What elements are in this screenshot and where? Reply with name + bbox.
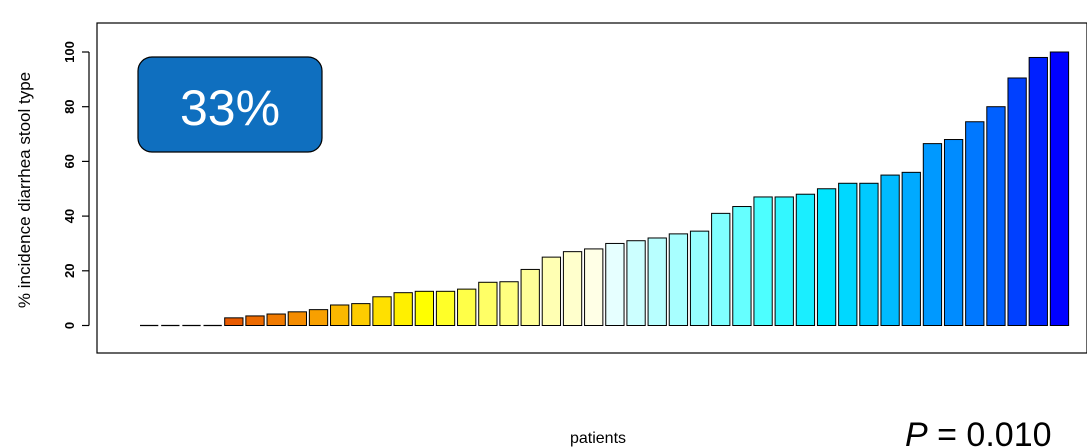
bar [668,233,689,326]
p-value: P = 0.010 [905,416,1052,448]
bar [689,230,710,326]
bar [647,237,667,326]
bar [351,303,371,326]
y-tick-label: 80 [62,99,77,113]
bar [901,171,921,326]
bar [562,251,583,326]
plot-frame [96,22,1087,354]
y-tick-label: 40 [62,209,77,223]
bar [224,317,244,327]
y-tick-label: 60 [62,154,77,168]
bar [584,248,604,326]
bars [140,51,1070,327]
p-number: = 0.010 [928,416,1052,448]
bar [838,182,858,326]
bar [986,106,1006,326]
bar [330,304,350,326]
bar [393,292,413,326]
bar [732,206,752,326]
bar [605,242,625,326]
bar [541,256,562,326]
bar [816,188,837,326]
bar [626,240,646,326]
y-tick-label: 100 [62,41,77,63]
bar [308,309,329,326]
bar [774,196,794,326]
bar [711,212,731,327]
bar [1007,77,1027,326]
bar [520,268,540,326]
percentage-badge: 33% [137,56,323,153]
y-tick-label: 0 [62,322,77,329]
bar [922,143,943,326]
bar [287,311,307,327]
bar [499,281,519,326]
bar [372,296,392,327]
bar [478,281,498,326]
bar [880,174,900,326]
x-axis-label: patients [570,430,626,447]
y-axis: 0 20 40 60 80 100 [62,41,90,329]
bar [414,290,435,326]
bar [457,288,477,327]
bar [795,193,816,326]
bar [859,182,879,326]
badge-background [137,56,323,153]
bar [245,315,265,326]
bar [965,121,985,327]
bar [435,290,456,326]
bar [1049,51,1070,326]
y-axis-label: % incidence diarrhea stool type [15,72,34,308]
y-tick-label: 20 [62,264,77,278]
bar [943,139,964,326]
bar [1028,56,1048,326]
p-symbol: P [905,416,928,448]
bar [753,196,773,326]
bar [266,313,286,327]
badge-text: 33% [180,80,280,136]
